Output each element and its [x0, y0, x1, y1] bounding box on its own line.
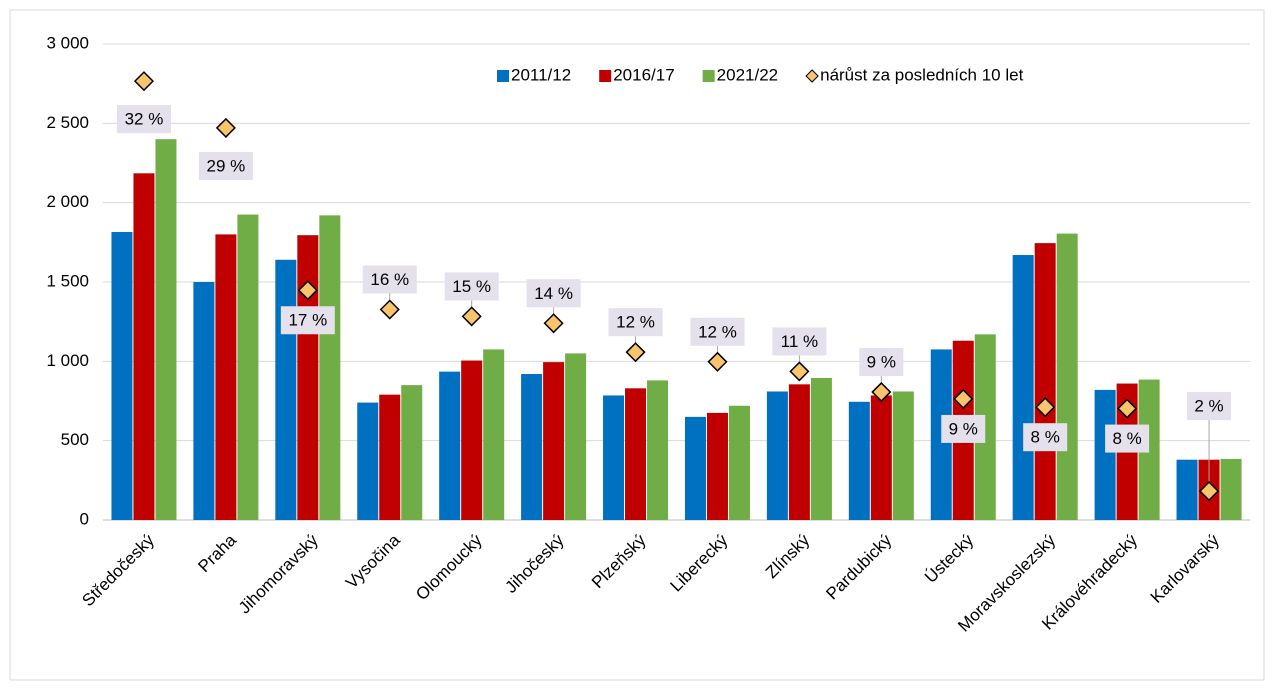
data-label-box — [280, 306, 335, 335]
bar — [810, 377, 832, 520]
bar — [133, 173, 155, 520]
bar — [215, 234, 237, 520]
data-label-box — [526, 279, 581, 308]
diamond-marker — [297, 280, 318, 301]
bar — [565, 353, 587, 520]
bar — [543, 362, 565, 520]
diamond-marker — [1117, 398, 1138, 419]
bar — [766, 391, 788, 520]
diamond-marker — [1035, 397, 1056, 418]
data-label: 9 % — [949, 419, 978, 438]
bar — [625, 388, 647, 520]
data-label-box — [859, 348, 904, 377]
bar — [1176, 459, 1198, 520]
data-label-box — [1023, 423, 1068, 452]
bar — [1220, 458, 1242, 520]
y-tick-label: 500 — [61, 430, 89, 449]
data-label-box — [444, 272, 499, 301]
legend-swatch — [599, 70, 612, 82]
bar — [439, 371, 461, 520]
diamond-marker — [789, 361, 810, 382]
bar — [892, 391, 914, 520]
bar — [237, 214, 259, 521]
bar — [275, 259, 297, 520]
y-tick-label: 1 000 — [46, 351, 89, 370]
data-label-box — [116, 105, 171, 134]
data-label-box — [608, 308, 663, 337]
data-label-box — [690, 317, 745, 346]
bar — [848, 401, 870, 520]
legend-swatch — [702, 70, 715, 82]
bar — [647, 380, 669, 520]
bar — [1034, 243, 1056, 521]
bar — [401, 385, 423, 520]
diamond-marker — [215, 117, 236, 138]
legend-label: 2021/22 — [717, 65, 778, 84]
data-label: 2 % — [1194, 397, 1223, 416]
legend-label: 2016/17 — [613, 65, 674, 84]
data-label: 32 % — [125, 110, 164, 129]
data-label: 16 % — [370, 270, 409, 289]
bar — [155, 139, 177, 520]
bar — [111, 232, 133, 520]
diamond-marker — [461, 306, 482, 327]
legend-marker — [805, 69, 819, 83]
legend-label: nárůst za posledních 10 let — [820, 65, 1023, 84]
data-label-box — [1105, 424, 1150, 453]
data-label: 8 % — [1112, 429, 1141, 448]
bar — [193, 282, 215, 520]
legend-swatch — [497, 70, 509, 82]
data-label-box — [362, 265, 417, 294]
diamond-marker — [707, 351, 728, 372]
bar — [870, 395, 892, 520]
diamond-marker — [871, 381, 892, 403]
bar — [297, 235, 319, 520]
data-label-box — [772, 327, 827, 356]
data-label-box — [941, 414, 986, 443]
bar — [728, 405, 750, 520]
bar — [603, 395, 625, 520]
diamond-marker — [379, 299, 400, 320]
y-tick-label: 2 000 — [46, 192, 89, 211]
data-label: 17 % — [288, 311, 327, 330]
data-label: 8 % — [1031, 428, 1060, 447]
y-tick-label: 2 500 — [46, 113, 89, 132]
bar — [1012, 255, 1034, 520]
data-label-box — [198, 151, 253, 180]
data-label: 12 % — [616, 313, 655, 332]
data-label: 9 % — [867, 353, 896, 372]
bar — [357, 402, 379, 520]
bar — [319, 215, 341, 521]
diamond-marker — [625, 342, 646, 363]
legend-label: 2011/12 — [511, 65, 571, 84]
bar — [521, 374, 543, 520]
bar — [1094, 389, 1116, 520]
diamond-marker — [1198, 481, 1220, 502]
data-label: 29 % — [207, 156, 246, 175]
data-label: 14 % — [534, 284, 573, 303]
bar — [706, 412, 728, 520]
data-label: 12 % — [698, 322, 737, 341]
data-label: 15 % — [452, 277, 491, 296]
y-tick-label: 3 000 — [46, 33, 89, 52]
bar — [461, 360, 483, 520]
bar — [379, 394, 401, 520]
data-label-box — [1187, 392, 1232, 421]
diamond-marker — [543, 313, 564, 334]
bar — [483, 349, 505, 520]
data-label: 11 % — [781, 332, 819, 351]
diamond-marker — [953, 388, 974, 409]
bar — [684, 416, 706, 520]
y-tick-label: 0 — [80, 509, 89, 528]
y-tick-label: 1 500 — [46, 271, 89, 290]
diamond-marker — [133, 71, 155, 92]
bar — [1056, 233, 1078, 520]
bar — [788, 384, 810, 520]
